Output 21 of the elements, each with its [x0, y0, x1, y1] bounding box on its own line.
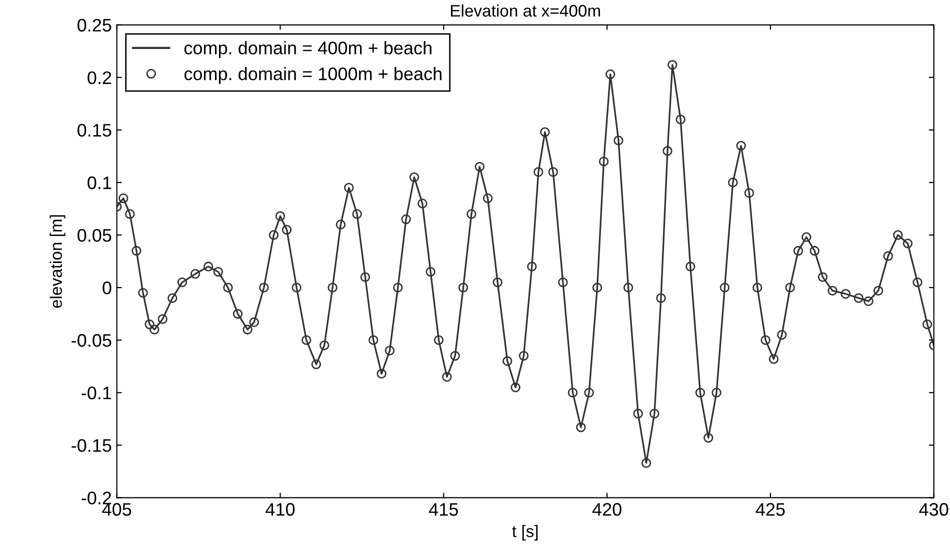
x-tick-label: 430: [919, 503, 948, 516]
y-tick-label: 0: [102, 281, 112, 294]
y-tick-label: 0.05: [78, 228, 112, 242]
x-tick-label: 410: [266, 503, 295, 516]
x-tick-label: 415: [429, 503, 458, 516]
y-tick-label: 0.1: [88, 176, 112, 190]
y-tick-label: -0.1: [82, 386, 112, 400]
x-tick-label: 425: [756, 503, 785, 516]
y-tick-label: 0.25: [78, 18, 112, 32]
y-tick-label: -0.05: [72, 334, 112, 347]
y-tick-label: 0.2: [88, 71, 112, 84]
x-axis-title: t [s]: [512, 524, 538, 540]
legend-label: comp. domain = 1000m + beach: [184, 66, 442, 84]
chart-title: Elevation at x=400m: [450, 4, 600, 17]
y-axis-title: elevation [m]: [50, 215, 66, 308]
y-tick-label: -0.15: [72, 439, 112, 452]
x-tick-label: 405: [102, 503, 132, 516]
legend-label: comp. domain = 400m + beach: [184, 41, 432, 58]
x-tick-label: 420: [592, 503, 622, 516]
y-tick-label: 0.15: [78, 124, 112, 137]
y-tick-label: -0.2: [82, 492, 112, 504]
